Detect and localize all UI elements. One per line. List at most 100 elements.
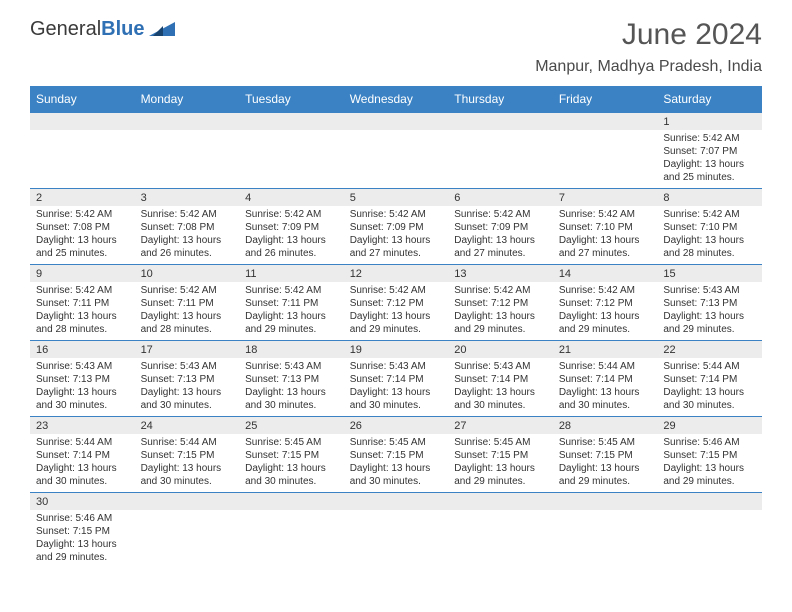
day-detail: Sunrise: 5:45 AMSunset: 7:15 PMDaylight:… <box>344 434 449 493</box>
brand-text: GeneralBlue <box>30 18 145 41</box>
week-detail-row: Sunrise: 5:42 AMSunset: 7:08 PMDaylight:… <box>30 206 762 265</box>
daynum: 16 <box>30 341 135 359</box>
page-title: June 2024 <box>535 18 762 52</box>
daynum: 7 <box>553 189 658 207</box>
day-detail: Sunrise: 5:44 AMSunset: 7:14 PMDaylight:… <box>657 358 762 417</box>
dayhead-fri: Friday <box>553 86 658 113</box>
week-detail-row: Sunrise: 5:42 AMSunset: 7:11 PMDaylight:… <box>30 282 762 341</box>
daynum: 23 <box>30 417 135 435</box>
day-detail <box>239 130 344 189</box>
day-detail: Sunrise: 5:42 AMSunset: 7:09 PMDaylight:… <box>239 206 344 265</box>
day-detail: Sunrise: 5:43 AMSunset: 7:13 PMDaylight:… <box>30 358 135 417</box>
day-detail: Sunrise: 5:42 AMSunset: 7:12 PMDaylight:… <box>553 282 658 341</box>
day-detail: Sunrise: 5:44 AMSunset: 7:15 PMDaylight:… <box>135 434 240 493</box>
daynum: 21 <box>553 341 658 359</box>
week-num-row: 1 <box>30 113 762 131</box>
daynum <box>553 493 658 511</box>
week-detail-row: Sunrise: 5:42 AMSunset: 7:07 PMDaylight:… <box>30 130 762 189</box>
location-text: Manpur, Madhya Pradesh, India <box>535 58 762 76</box>
week-detail-row: Sunrise: 5:46 AMSunset: 7:15 PMDaylight:… <box>30 510 762 568</box>
day-detail <box>344 130 449 189</box>
brand-part1: General <box>30 18 101 40</box>
day-detail <box>448 510 553 568</box>
daynum: 12 <box>344 265 449 283</box>
daynum: 17 <box>135 341 240 359</box>
day-detail: Sunrise: 5:42 AMSunset: 7:09 PMDaylight:… <box>448 206 553 265</box>
day-detail: Sunrise: 5:42 AMSunset: 7:10 PMDaylight:… <box>553 206 658 265</box>
daynum: 13 <box>448 265 553 283</box>
calendar-table: Sunday Monday Tuesday Wednesday Thursday… <box>30 86 762 568</box>
day-detail: Sunrise: 5:42 AMSunset: 7:09 PMDaylight:… <box>344 206 449 265</box>
dayhead-mon: Monday <box>135 86 240 113</box>
daynum: 15 <box>657 265 762 283</box>
daynum: 29 <box>657 417 762 435</box>
daynum: 9 <box>30 265 135 283</box>
week-num-row: 9 10 11 12 13 14 15 <box>30 265 762 283</box>
day-detail: Sunrise: 5:42 AMSunset: 7:12 PMDaylight:… <box>448 282 553 341</box>
day-detail <box>448 130 553 189</box>
daynum <box>448 493 553 511</box>
day-detail <box>239 510 344 568</box>
week-num-row: 2 3 4 5 6 7 8 <box>30 189 762 207</box>
day-detail: Sunrise: 5:42 AMSunset: 7:08 PMDaylight:… <box>30 206 135 265</box>
daynum: 28 <box>553 417 658 435</box>
day-detail: Sunrise: 5:46 AMSunset: 7:15 PMDaylight:… <box>657 434 762 493</box>
brand-logo: GeneralBlue <box>30 18 175 41</box>
daynum <box>135 493 240 511</box>
daynum <box>448 113 553 131</box>
daynum <box>657 493 762 511</box>
week-num-row: 30 <box>30 493 762 511</box>
daynum: 22 <box>657 341 762 359</box>
daynum <box>553 113 658 131</box>
dayhead-sat: Saturday <box>657 86 762 113</box>
day-detail <box>135 510 240 568</box>
daynum: 8 <box>657 189 762 207</box>
day-detail: Sunrise: 5:43 AMSunset: 7:13 PMDaylight:… <box>657 282 762 341</box>
daynum: 24 <box>135 417 240 435</box>
day-detail <box>30 130 135 189</box>
daynum: 27 <box>448 417 553 435</box>
daynum: 4 <box>239 189 344 207</box>
day-detail: Sunrise: 5:46 AMSunset: 7:15 PMDaylight:… <box>30 510 135 568</box>
dayhead-thu: Thursday <box>448 86 553 113</box>
day-detail: Sunrise: 5:42 AMSunset: 7:11 PMDaylight:… <box>30 282 135 341</box>
day-detail: Sunrise: 5:43 AMSunset: 7:14 PMDaylight:… <box>448 358 553 417</box>
week-detail-row: Sunrise: 5:43 AMSunset: 7:13 PMDaylight:… <box>30 358 762 417</box>
daynum: 14 <box>553 265 658 283</box>
day-detail <box>135 130 240 189</box>
day-detail: Sunrise: 5:42 AMSunset: 7:07 PMDaylight:… <box>657 130 762 189</box>
title-box: June 2024 Manpur, Madhya Pradesh, India <box>535 18 762 76</box>
day-detail: Sunrise: 5:42 AMSunset: 7:08 PMDaylight:… <box>135 206 240 265</box>
dayhead-wed: Wednesday <box>344 86 449 113</box>
day-detail: Sunrise: 5:43 AMSunset: 7:13 PMDaylight:… <box>135 358 240 417</box>
daynum <box>344 493 449 511</box>
dayhead-tue: Tuesday <box>239 86 344 113</box>
daynum: 1 <box>657 113 762 131</box>
daynum: 25 <box>239 417 344 435</box>
daynum <box>239 113 344 131</box>
day-detail <box>553 510 658 568</box>
daynum: 5 <box>344 189 449 207</box>
week-detail-row: Sunrise: 5:44 AMSunset: 7:14 PMDaylight:… <box>30 434 762 493</box>
week-num-row: 23 24 25 26 27 28 29 <box>30 417 762 435</box>
daynum: 30 <box>30 493 135 511</box>
day-detail: Sunrise: 5:45 AMSunset: 7:15 PMDaylight:… <box>553 434 658 493</box>
header: GeneralBlue June 2024 Manpur, Madhya Pra… <box>30 18 762 76</box>
daynum: 11 <box>239 265 344 283</box>
day-detail <box>553 130 658 189</box>
day-detail <box>344 510 449 568</box>
daynum <box>135 113 240 131</box>
brand-part2: Blue <box>101 18 144 40</box>
day-detail: Sunrise: 5:44 AMSunset: 7:14 PMDaylight:… <box>30 434 135 493</box>
daynum <box>239 493 344 511</box>
day-detail: Sunrise: 5:43 AMSunset: 7:14 PMDaylight:… <box>344 358 449 417</box>
week-num-row: 16 17 18 19 20 21 22 <box>30 341 762 359</box>
daynum: 20 <box>448 341 553 359</box>
day-header-row: Sunday Monday Tuesday Wednesday Thursday… <box>30 86 762 113</box>
sail-icon <box>149 18 175 41</box>
daynum: 26 <box>344 417 449 435</box>
daynum: 2 <box>30 189 135 207</box>
dayhead-sun: Sunday <box>30 86 135 113</box>
daynum <box>344 113 449 131</box>
day-detail: Sunrise: 5:45 AMSunset: 7:15 PMDaylight:… <box>239 434 344 493</box>
